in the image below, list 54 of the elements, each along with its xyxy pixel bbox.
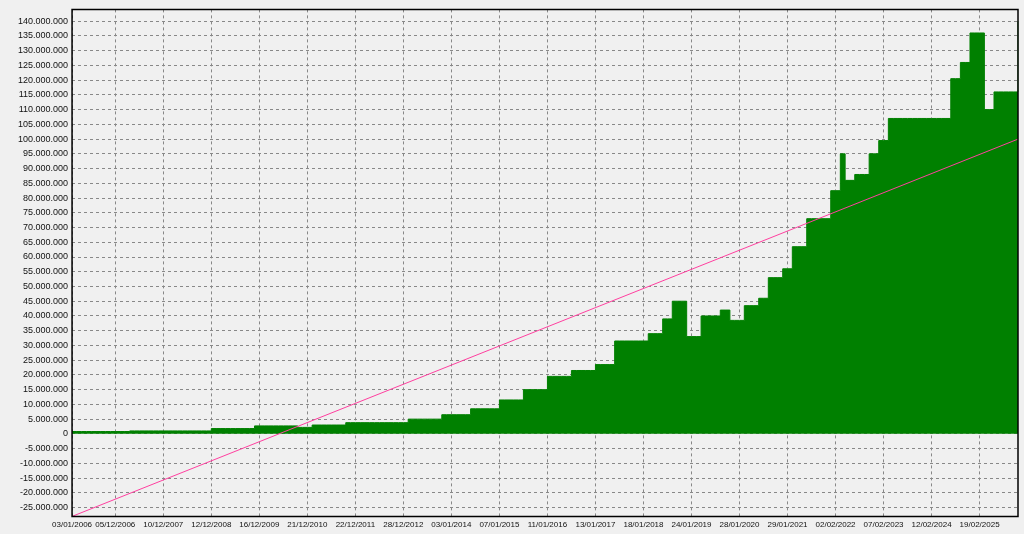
x-tick-label: 18/01/2018 [623, 520, 665, 530]
y-tick-label: -15.000.000 [20, 472, 69, 483]
x-tick-label: 12/12/2008 [191, 520, 232, 530]
y-tick-label: -5.000.000 [25, 443, 69, 454]
x-tick-label: 28/01/2020 [719, 520, 761, 530]
x-tick-label: 03/01/2006 [52, 520, 93, 530]
x-tick-label: 10/12/2007 [143, 520, 184, 530]
y-tick-label: 60.000.000 [23, 251, 69, 262]
x-tick-label: 24/01/2019 [671, 520, 713, 530]
y-tick-label: 120.000.000 [17, 74, 69, 85]
y-tick-label: 70.000.000 [23, 222, 69, 233]
y-tick-label: 50.000.000 [23, 280, 69, 291]
y-tick-label: 40.000.000 [23, 310, 69, 321]
y-tick-label: 130.000.000 [17, 45, 69, 56]
y-tick-label: 35.000.000 [23, 325, 69, 336]
y-tick-label: 125.000.000 [17, 59, 69, 70]
y-tick-label: 0 [63, 428, 69, 439]
x-tick-label: 05/12/2006 [95, 520, 136, 530]
x-tick-label: 07/01/2015 [479, 520, 520, 530]
y-tick-label: -20.000.000 [20, 487, 69, 498]
y-tick-label: 110.000.000 [18, 104, 69, 115]
y-tick-label: 80.000.000 [23, 192, 69, 203]
x-tick-label: 02/02/2022 [815, 520, 857, 530]
y-tick-label: 20.000.000 [23, 369, 69, 380]
x-tick-label: 03/01/2014 [431, 520, 472, 530]
y-tick-label: 90.000.000 [23, 163, 69, 174]
y-tick-label: 135.000.000 [17, 30, 69, 41]
y-tick-label: 45.000.000 [23, 295, 69, 306]
y-tick-label: 115.000.000 [18, 89, 69, 100]
y-tick-label: 30.000.000 [23, 339, 69, 350]
y-tick-label: 15.000.000 [23, 384, 69, 395]
y-tick-label: -10.000.000 [20, 457, 69, 468]
x-tick-label: 22/12/2011 [335, 520, 376, 530]
x-tick-label: 11/01/2016 [527, 520, 568, 530]
x-tick-label: 07/02/2023 [863, 520, 905, 530]
y-tick-label: 75.000.000 [23, 207, 69, 218]
y-tick-label: 100.000.000 [17, 133, 69, 144]
x-tick-label: 19/02/2025 [959, 520, 1001, 530]
x-tick-label: 12/02/2024 [911, 520, 953, 530]
y-tick-label: 85.000.000 [23, 177, 69, 188]
y-tick-label: 10.000.000 [23, 398, 69, 409]
y-tick-label: 140.000.000 [17, 15, 69, 26]
x-tick-label: 13/01/2017 [575, 520, 617, 530]
x-tick-label: 21/12/2010 [287, 520, 328, 530]
y-tick-label: 5.000.000 [28, 413, 69, 424]
x-tick-label: 29/01/2021 [767, 520, 809, 530]
y-tick-label: 65.000.000 [23, 236, 69, 247]
y-tick-label: 105.000.000 [17, 118, 69, 129]
x-tick-label: 28/12/2012 [383, 520, 424, 530]
y-tick-label: 95.000.000 [23, 148, 69, 159]
y-tick-label: -25.000.000 [20, 502, 69, 513]
y-tick-label: 25.000.000 [23, 354, 69, 365]
y-tick-label: 55.000.000 [23, 266, 69, 277]
x-tick-label: 16/12/2009 [239, 520, 280, 530]
